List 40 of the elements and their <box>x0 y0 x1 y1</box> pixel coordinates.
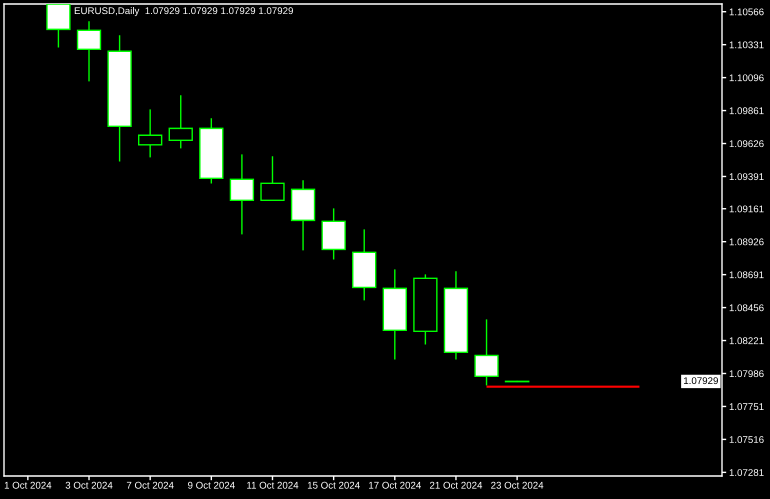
y-tick-label: 1.08221 <box>730 337 764 344</box>
y-tick-label: 1.08691 <box>730 271 764 278</box>
candlestick <box>290 180 316 250</box>
x-tick-label: 9 Oct 2024 <box>188 482 235 489</box>
candlestick <box>199 118 224 184</box>
x-tick-label: 3 Oct 2024 <box>66 482 113 489</box>
y-tick-label: 1.07516 <box>730 436 764 444</box>
x-tick-label: 7 Oct 2024 <box>126 482 174 489</box>
annotation: 1.07929 <box>684 377 718 384</box>
y-tick-label: 1.09161 <box>730 205 764 212</box>
x-tick-label: 1 Oct 2024 <box>4 482 52 489</box>
x-tick-label: 21 Oct 2024 <box>430 482 482 489</box>
y-tick-label: 1.09626 <box>730 140 764 148</box>
candlestick <box>138 109 162 158</box>
x-tick-label: 11 Oct 2024 <box>247 482 298 489</box>
y-tick-label: 1.10566 <box>730 8 764 16</box>
candlestick <box>168 95 193 148</box>
x-tick-label: 15 Oct 2024 <box>308 482 360 489</box>
y-tick-label: 1.10096 <box>730 74 764 82</box>
candlestick <box>413 274 438 344</box>
x-tick-label: 23 Oct 2024 <box>491 482 544 489</box>
candlestick <box>76 21 102 82</box>
chart-title: EURUSD,Daily 1.07929 1.07929 1.07929 1.07929 <box>74 7 293 16</box>
candlestick <box>474 319 499 386</box>
y-tick-label: 1.09391 <box>730 173 764 180</box>
y-tick-label: 1.08456 <box>730 304 764 312</box>
candlestick <box>382 269 407 360</box>
candlestick <box>230 154 254 234</box>
candlestick <box>321 208 346 260</box>
y-tick-label: 1.07751 <box>730 403 764 410</box>
candlestick <box>352 229 376 300</box>
y-tick-label: 1.07281 <box>730 469 764 476</box>
y-tick-label: 1.10331 <box>730 41 764 48</box>
candlestick <box>444 271 468 360</box>
candlestick <box>260 156 285 202</box>
y-tick-label: 1.08926 <box>730 238 764 246</box>
y-tick-label: 1.07986 <box>730 370 764 378</box>
x-tick-label: 17 Oct 2024 <box>369 482 422 489</box>
candlestick <box>107 35 132 162</box>
y-tick-label: 1.09861 <box>730 107 764 114</box>
